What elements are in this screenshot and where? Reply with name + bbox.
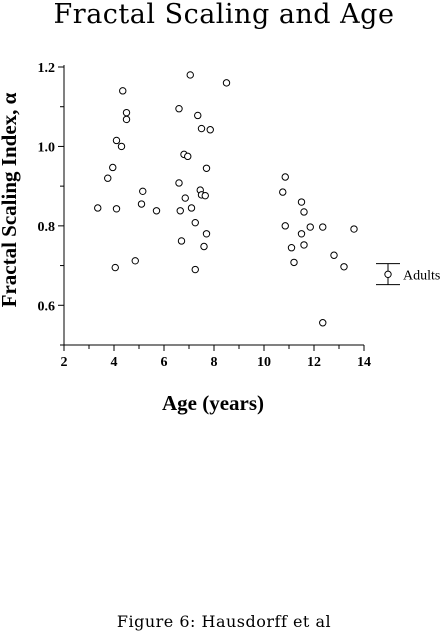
y-tick-label: 1.0 <box>38 140 56 155</box>
x-tick-label: 10 <box>257 355 271 370</box>
data-point <box>131 257 139 265</box>
adults-reference: Adults <box>376 263 440 286</box>
data-point <box>119 87 127 95</box>
data-point <box>297 230 306 238</box>
data-point <box>202 230 211 238</box>
chart-title: Fractal Scaling and Age <box>53 0 395 30</box>
data-point <box>306 223 314 231</box>
data-point <box>184 152 192 161</box>
data-point <box>330 251 338 259</box>
data-point <box>300 241 308 249</box>
data-point <box>319 319 327 327</box>
data-point <box>175 105 183 113</box>
data-point <box>300 208 308 216</box>
data-point <box>152 207 161 215</box>
scatter-plot: 2 4 6 8 10 12 14 0.6 0.8 1.0 1.2 Adults Age (years… <box>0 61 440 415</box>
data-point <box>175 179 183 187</box>
figure-caption: Figure 6: Hausdorff et al <box>116 612 332 631</box>
data-point <box>187 204 196 212</box>
data-point <box>191 265 199 274</box>
data-point <box>222 79 231 87</box>
data-point <box>181 194 189 202</box>
data-point <box>201 191 209 200</box>
axes: 2 4 6 8 10 12 14 0.6 0.8 1.0 1.2 <box>38 61 372 370</box>
data-point <box>290 258 298 267</box>
x-tick-label: 8 <box>211 355 218 370</box>
data-point <box>200 242 208 251</box>
data-point <box>117 142 126 151</box>
data-point <box>279 188 287 196</box>
data-point <box>206 126 214 134</box>
y-axis-label: Fractal Scaling Index, α <box>0 92 21 307</box>
data-point <box>109 163 117 172</box>
data-point <box>186 71 194 79</box>
x-tick-label: 2 <box>61 355 68 370</box>
data-point <box>176 207 184 215</box>
data-point <box>112 205 121 213</box>
data-points <box>94 71 358 327</box>
data-point <box>122 115 131 124</box>
data-point <box>191 218 199 227</box>
data-point <box>319 223 327 231</box>
x-tick-label: 14 <box>357 355 371 370</box>
data-point <box>281 222 289 230</box>
data-point <box>194 111 202 120</box>
adults-point <box>384 270 392 279</box>
x-tick-label: 12 <box>307 355 321 370</box>
data-point <box>340 263 348 271</box>
x-axis-label: Age (years) <box>162 391 264 415</box>
data-point <box>137 200 146 208</box>
data-point <box>287 244 296 252</box>
data-point <box>111 263 119 272</box>
y-tick-label: 1.2 <box>38 61 56 76</box>
data-point <box>94 204 102 212</box>
adults-label: Adults <box>403 268 440 283</box>
data-point <box>112 136 121 145</box>
data-point <box>122 108 131 117</box>
y-tick-label: 0.8 <box>38 220 56 235</box>
data-point <box>281 173 289 181</box>
data-point <box>350 225 358 233</box>
data-point <box>139 187 147 196</box>
data-point <box>297 198 306 206</box>
data-point <box>202 164 211 172</box>
x-tick-label: 6 <box>161 355 168 370</box>
data-point <box>104 174 112 182</box>
data-point <box>177 237 186 245</box>
x-tick-label: 4 <box>111 355 118 370</box>
data-point <box>197 124 206 133</box>
y-tick-label: 0.6 <box>38 299 56 314</box>
